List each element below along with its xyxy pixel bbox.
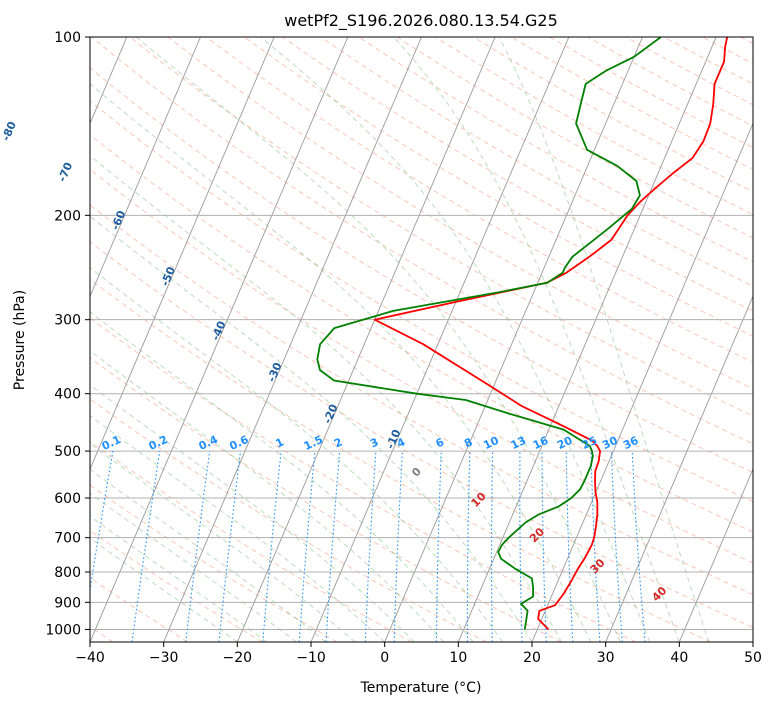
moist-adiabat-line — [90, 468, 327, 642]
moist-adiabat-line — [498, 37, 710, 642]
x-tick-label: −40 — [75, 650, 105, 666]
background-lines — [90, 37, 753, 642]
x-tick-label: −20 — [223, 650, 253, 666]
moist-adiabat-line — [90, 384, 415, 642]
moist-adiabat-line — [90, 537, 238, 642]
mixing-ratio-line — [185, 451, 211, 642]
moist-adiabat-line — [135, 37, 621, 642]
chart-title: wetPf2_S196.2026.080.13.54.G25 — [284, 11, 558, 31]
y-axis-label: Pressure (hPa) — [12, 290, 28, 390]
plot-frame — [89, 36, 754, 643]
dry-adiabat-line — [90, 241, 753, 629]
mixing-ratio-line — [218, 451, 242, 642]
x-axis-label: Temperature (°C) — [360, 680, 482, 696]
mixing-ratio-line — [131, 451, 161, 642]
dry-adiabat-line — [90, 440, 413, 642]
mixing-ratio-label: 13 — [509, 434, 528, 452]
y-tick-label: 200 — [54, 208, 81, 224]
y-tick-label: 500 — [54, 444, 81, 460]
isotherm-line — [457, 37, 717, 642]
dry-adiabat-line — [90, 357, 562, 642]
isotherm-line — [90, 37, 275, 471]
dry-adiabat-line — [90, 398, 487, 642]
mixing-ratio-label: 10 — [481, 434, 501, 452]
moist-adiabat-line — [260, 37, 651, 642]
dry-adiabat-line — [282, 37, 753, 312]
moist-adiabat-line — [90, 350, 444, 642]
y-tick-label: 600 — [54, 491, 81, 507]
mixing-ratio-line — [631, 451, 646, 642]
moist-adiabat-line — [90, 311, 474, 642]
isotherm-line — [310, 37, 570, 642]
mixing-ratio-line — [90, 451, 114, 594]
mixing-ratio-label: 20 — [555, 434, 575, 452]
isotherm-line — [531, 122, 753, 642]
dry-adiabat-line — [90, 484, 338, 642]
isotherm-line — [605, 295, 753, 642]
x-tick-label: 30 — [597, 650, 615, 666]
moist-adiabat-line — [90, 515, 268, 642]
mixing-ratio-line — [262, 451, 282, 642]
y-tick-label: 800 — [54, 565, 81, 581]
y-tick-label: 1000 — [45, 622, 81, 638]
dewpoint-profile-line — [316, 37, 662, 630]
isotherm-line — [236, 37, 496, 642]
mixing-ratio-line — [298, 451, 316, 642]
y-tick-label: 100 — [54, 30, 81, 46]
mixing-ratio-label: 36 — [621, 434, 641, 452]
isotherm-line — [384, 37, 643, 642]
x-tick-label: −30 — [149, 650, 179, 666]
y-tick-label: 400 — [54, 387, 81, 403]
dry-adiabat-line — [90, 204, 753, 596]
moist-adiabat-line — [393, 37, 680, 642]
dry-adiabat-line — [205, 37, 753, 363]
x-tick-label: −10 — [296, 650, 326, 666]
isotherm-line — [90, 37, 349, 642]
temperature-profile-line — [373, 37, 729, 631]
x-tick-label: 0 — [380, 650, 389, 666]
y-tick-label: 900 — [54, 595, 81, 611]
x-tick-label: 40 — [670, 650, 688, 666]
isotherm-line — [90, 37, 201, 298]
isotherm-line — [678, 467, 753, 642]
mixing-ratio-label: 30 — [600, 434, 620, 452]
moist-adiabat-line — [90, 155, 562, 642]
mixing-ratio-label: 25 — [580, 434, 599, 452]
moist-adiabat-line — [90, 83, 592, 642]
axis-ticks: −40 −30 −20 −10 0 10 20 30 40 50 100 200 300 400 500 60… — [45, 30, 762, 666]
profile-lines — [316, 37, 729, 631]
y-tick-label: 700 — [54, 531, 81, 547]
dry-adiabat-line — [90, 134, 753, 533]
mixing-ratio-label: 16 — [531, 434, 551, 452]
x-tick-label: 20 — [523, 650, 541, 666]
x-tick-label: 50 — [744, 650, 762, 666]
dry-adiabat-line — [129, 37, 753, 417]
isotherm-line — [163, 37, 422, 642]
y-tick-label: 300 — [54, 313, 81, 329]
dry-adiabat-line — [90, 67, 753, 474]
x-tick-label: 10 — [449, 650, 467, 666]
